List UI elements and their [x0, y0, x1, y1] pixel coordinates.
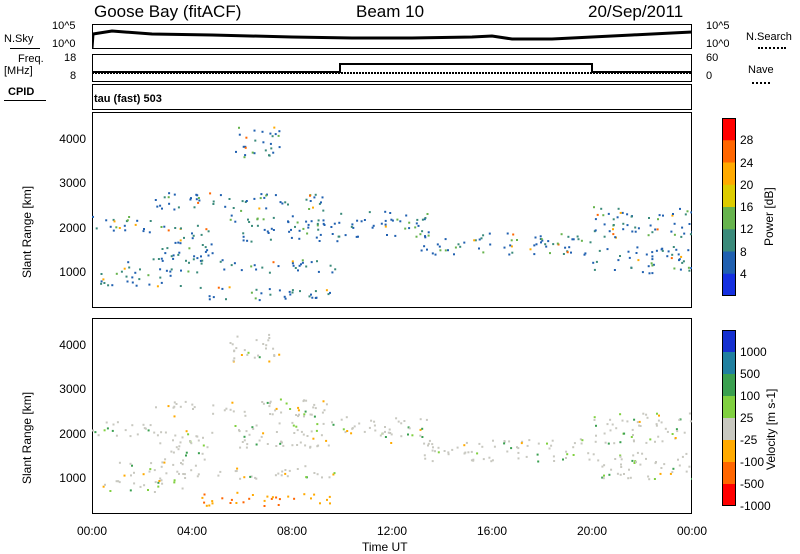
nsky-lo: 10^0 [52, 38, 76, 50]
colorbar-swatch [722, 330, 736, 353]
colorbar-tick-label: 100 [740, 389, 761, 403]
velocity-colorbar [722, 330, 736, 506]
colorbar-tick-label: 12 [740, 222, 754, 237]
velocity-frame [92, 318, 692, 514]
date-title: 20/Sep/2011 [588, 2, 684, 21]
echo-cells [92, 126, 692, 302]
yaxis-tick-label: 2000 [59, 426, 86, 441]
colorbar-tick-label: 500 [740, 367, 761, 381]
freq-label: Freq. [18, 53, 44, 65]
xaxis-tick-label: 12:00 [376, 524, 408, 538]
nsearch-hi: 10^5 [706, 20, 730, 32]
freq-frame [92, 54, 692, 82]
yaxis-tick-label: 4000 [59, 337, 86, 352]
colorbar-swatch [722, 352, 736, 375]
cpid-underline [4, 100, 46, 101]
xaxis-tick-label: 20:00 [576, 524, 608, 538]
yaxis-tick-label: 1000 [59, 265, 86, 280]
colorbar-swatch [722, 374, 736, 397]
xaxis-tick-label: 16:00 [476, 524, 508, 538]
cpid-frame [92, 84, 692, 110]
colorbar-swatch [722, 462, 736, 485]
echo-cells [92, 333, 692, 507]
velocity-ylabel: Slant Range [km] [20, 391, 34, 484]
nave-lo: 0 [706, 70, 713, 82]
nsearch-label: N.Search [746, 31, 792, 43]
colorbar-swatch [722, 273, 736, 296]
nsky-trace [92, 29, 692, 49]
cpid-value: tau (fast) 503 [94, 93, 162, 105]
colorbar-tick-label: 16 [740, 200, 754, 214]
colorbar-swatch [722, 229, 736, 252]
colorbar-tick-label: -500 [740, 477, 765, 491]
colorbar-swatch [722, 418, 736, 441]
power-ylabel: Slant Range [km] [20, 185, 34, 278]
colorbar-swatch [722, 484, 736, 506]
nsearch-lo: 10^0 [706, 38, 730, 50]
freq-trace [92, 63, 692, 74]
colorbar-swatch [722, 184, 736, 208]
freq-hi: 18 [64, 52, 77, 64]
power-cbar-label: Power [dB] [762, 187, 776, 246]
colorbar-tick-label: 20 [740, 177, 754, 192]
colorbar-swatch [722, 140, 736, 163]
nsky-underline [10, 48, 40, 49]
colorbar-tick-label: 1000 [740, 345, 767, 359]
colorbar-swatch [722, 251, 736, 275]
beam-title: Beam 10 [356, 2, 425, 21]
yaxis-tick-label: 3000 [59, 382, 86, 397]
colorbar-swatch [722, 118, 736, 141]
power-plot [92, 126, 692, 302]
nave-label: Nave [748, 64, 774, 76]
freq-unit: [MHz] [4, 65, 33, 77]
cpid-label: CPID [8, 86, 35, 98]
yaxis-tick-label: 1000 [59, 471, 86, 486]
colorbar-tick-label: -100 [740, 455, 765, 469]
xaxis-label: Time UT [362, 540, 408, 554]
colorbar-swatch [722, 440, 736, 463]
yaxis-tick-label: 4000 [59, 131, 86, 146]
colorbar-tick-label: -1000 [740, 499, 771, 513]
yaxis-tick-label: 3000 [59, 176, 86, 191]
colorbar-tick-label: -25 [740, 433, 758, 447]
colorbar-tick-label: 25 [740, 411, 754, 425]
yaxis-tick-label: 2000 [59, 220, 86, 235]
power-colorbar [722, 118, 736, 296]
freq-lo: 8 [70, 70, 77, 82]
colorbar-swatch [722, 162, 736, 186]
xaxis-tick-label: 08:00 [276, 524, 308, 538]
colorbar-swatch [722, 207, 736, 230]
power-frame [92, 112, 692, 308]
velocity-plot [92, 333, 692, 507]
colorbar-tick-label: 24 [740, 155, 754, 170]
nsearch-dots [758, 47, 786, 49]
colorbar-swatch [722, 396, 736, 419]
nave-dots [752, 82, 770, 84]
nsky-label: N.Sky [4, 33, 34, 45]
xaxis-tick-label: 00:00 [676, 524, 708, 538]
colorbar-tick-label: 8 [740, 244, 747, 259]
xaxis-tick-label: 04:00 [176, 524, 208, 538]
nave-hi: 60 [706, 52, 719, 64]
colorbar-tick-label: 28 [740, 133, 754, 148]
station-title: Goose Bay (fitACF) [94, 2, 242, 21]
xaxis-tick-label: 00:00 [76, 524, 108, 538]
velocity-cbar-label: Velocity [m s-1] [764, 388, 778, 470]
colorbar-tick-label: 4 [740, 266, 747, 281]
nsky-hi: 10^5 [52, 20, 76, 32]
